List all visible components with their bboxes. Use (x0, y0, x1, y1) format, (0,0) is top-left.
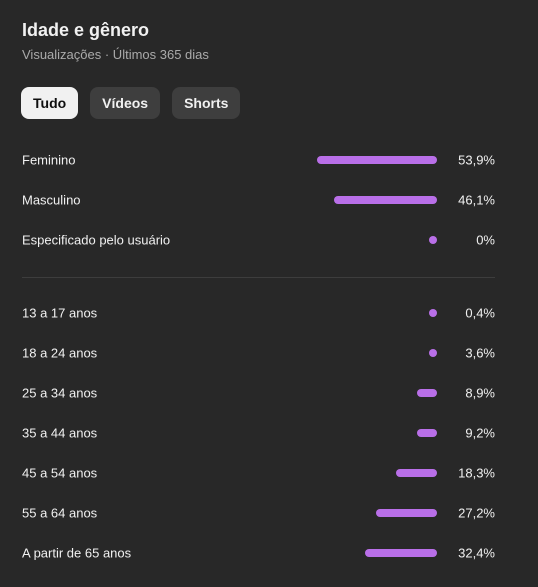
age-row: 45 a 54 anos 18,3% (22, 453, 495, 493)
gender-value: 46,1% (458, 192, 495, 208)
age-bar (417, 429, 437, 437)
age-row: 13 a 17 anos 0,4% (22, 293, 495, 333)
age-value: 27,2% (458, 505, 495, 521)
age-bar (429, 309, 437, 317)
card-title: Idade e gênero (22, 20, 150, 40)
age-value: 8,9% (465, 385, 495, 401)
gender-label: Feminino (22, 152, 76, 168)
age-bar (376, 509, 437, 517)
age-value: 0,4% (465, 305, 495, 321)
gender-row: Masculino 46,1% (22, 180, 495, 220)
age-value: 18,3% (458, 465, 495, 481)
age-bar (396, 469, 437, 477)
age-label: A partir de 65 anos (22, 545, 132, 561)
age-bar (365, 549, 437, 557)
age-row: 55 a 64 anos 27,2% (22, 493, 495, 533)
gender-list: Feminino 53,9% Masculino 46,1% Especificado … (22, 140, 495, 260)
age-row: 18 a 24 anos 3,6% (22, 333, 495, 373)
age-value: 9,2% (465, 425, 495, 441)
age-label: 18 a 24 anos (22, 345, 98, 361)
age-row: 35 a 44 anos 9,2% (22, 413, 495, 453)
age-label: 55 a 64 anos (22, 505, 98, 521)
gender-row: Feminino 53,9% (22, 140, 495, 180)
gender-label: Masculino (22, 192, 81, 208)
gender-label: Especificado pelo usuário (22, 232, 171, 248)
age-list: 13 a 17 anos 0,4% 18 a 24 anos 3,6% 25 a 34 … (22, 293, 495, 573)
age-bar (417, 389, 437, 397)
age-label: 25 a 34 anos (22, 385, 98, 401)
age-value: 32,4% (458, 545, 495, 561)
gender-value: 53,9% (458, 152, 495, 168)
tab-videos[interactable]: Vídeos (90, 87, 161, 119)
gender-row: Especificado pelo usuário 0% (22, 220, 495, 260)
age-label: 35 a 44 anos (22, 425, 98, 441)
gender-bar (429, 236, 437, 244)
age-row: A partir de 65 anos 32,4% (22, 533, 495, 573)
age-value: 3,6% (465, 345, 495, 361)
filter-tabs: Tudo Vídeos Shorts (21, 87, 241, 119)
age-label: 45 a 54 anos (22, 465, 98, 481)
age-row: 25 a 34 anos 8,9% (22, 373, 495, 413)
section-divider (22, 277, 495, 278)
gender-value: 0% (476, 232, 495, 248)
age-bar (429, 349, 437, 357)
card-subtitle: Visualizações · Últimos 365 dias (22, 47, 209, 62)
gender-bar (334, 196, 437, 204)
age-label: 13 a 17 anos (22, 305, 98, 321)
tab-tudo[interactable]: Tudo (21, 87, 79, 119)
gender-bar (317, 156, 437, 164)
tab-shorts[interactable]: Shorts (172, 87, 241, 119)
